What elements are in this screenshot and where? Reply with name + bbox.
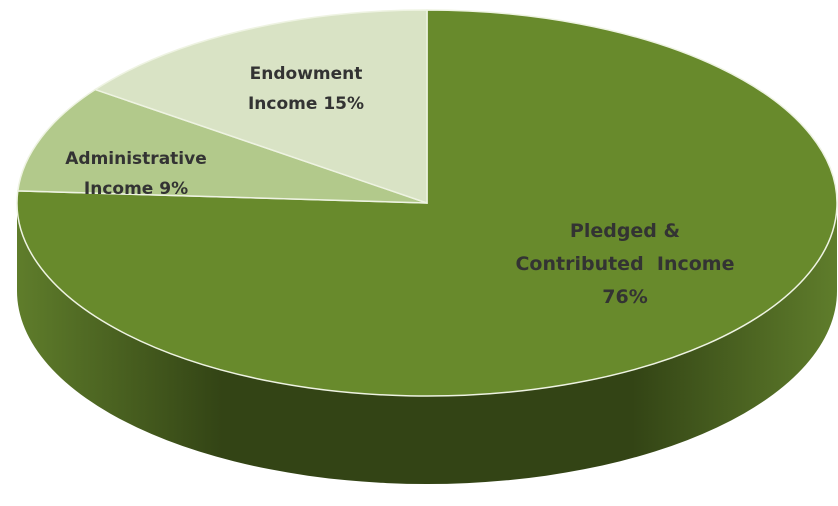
slice-label-line: Contributed Income — [515, 253, 734, 275]
slice-label-line: Endowment — [250, 64, 363, 84]
slice-label-endowment-income: Endowment Income 15% — [248, 64, 364, 114]
slice-label-line: Pledged & — [570, 220, 680, 242]
slice-label-pledged-contributed-income: Pledged & Contributed Income 76% — [515, 220, 734, 308]
pie-side-wall — [17, 203, 837, 484]
slice-label-line: Administrative — [65, 149, 206, 169]
slice-label-line: Income 9% — [84, 179, 188, 199]
pie-side-wall-path — [17, 203, 837, 484]
slice-label-line: Income 15% — [248, 94, 364, 114]
slice-label-administrative-income: Administrative Income 9% — [65, 149, 206, 199]
pie-labels: Pledged & Contributed Income 76% Administra… — [65, 64, 734, 308]
slice-label-line: 76% — [602, 286, 647, 308]
pie-slice-endowment-income — [93, 9, 428, 205]
pie-top-face — [16, 9, 838, 397]
pie-slice-administrative-income — [16, 88, 428, 204]
